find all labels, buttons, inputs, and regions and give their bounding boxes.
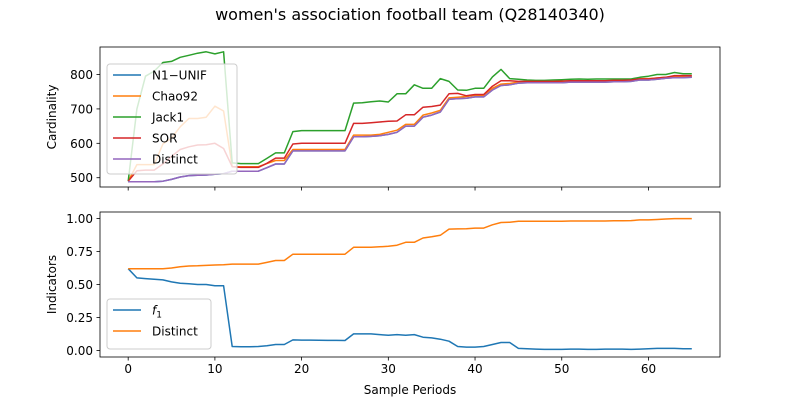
- legend-label-subscript: 1: [156, 311, 162, 321]
- x-tick-label: 20: [294, 362, 309, 376]
- x-tick-label: 10: [207, 362, 222, 376]
- x-axis-label: Sample Periods: [364, 383, 456, 397]
- legend-label: Distinct: [152, 153, 198, 167]
- legend-label-base: f: [152, 304, 158, 318]
- cardinality-panel: 500 600 700 800 Cardinality N1−UNIF Chao92 Jack…: [45, 46, 721, 191]
- x-tick-label: 30: [381, 362, 396, 376]
- legend-label: Distinct: [152, 325, 198, 339]
- x-tick-label: 40: [467, 362, 482, 376]
- y-tick-label: 0.75: [66, 245, 93, 259]
- y-tick-label: 500: [70, 171, 93, 185]
- legend: f1 Distinct: [106, 298, 212, 350]
- x-tick-label: 60: [641, 362, 656, 376]
- legend-label: Chao92: [152, 90, 198, 104]
- y-tick-label: 800: [70, 68, 93, 82]
- x-tick-label: 50: [554, 362, 569, 376]
- y-tick-label: 0.25: [66, 311, 93, 325]
- legend-box: [106, 298, 212, 350]
- legend-label: Jack1: [151, 111, 184, 125]
- y-tick-label: 0.00: [66, 344, 93, 358]
- legend-label: f1: [152, 304, 162, 321]
- y-tick-label: 600: [70, 137, 93, 151]
- x-tick-label: 0: [124, 362, 132, 376]
- legend-label: N1−UNIF: [152, 69, 207, 83]
- indicators-panel: 0 10 20 30 40 50 60 0.00 0.25 0.50 0.75 1.00 Indicat…: [45, 211, 721, 397]
- y-tick-label: 700: [70, 102, 93, 116]
- y-axis-label: Cardinality: [45, 85, 59, 150]
- series-line-0: [127, 268, 692, 351]
- legend-box: [106, 63, 238, 175]
- y-axis-label: Indicators: [45, 255, 59, 314]
- series-line-1: [128, 217, 692, 270]
- legend-label: SOR: [152, 132, 177, 146]
- legend: N1−UNIF Chao92 Jack1 SOR Distinct: [106, 63, 238, 175]
- y-tick-label: 0.50: [66, 278, 93, 292]
- y-tick-label: 1.00: [66, 212, 93, 226]
- axes-frame: [99, 46, 721, 188]
- series-line-2: [127, 51, 692, 182]
- figure-title: women's association football team (Q2814…: [215, 5, 605, 24]
